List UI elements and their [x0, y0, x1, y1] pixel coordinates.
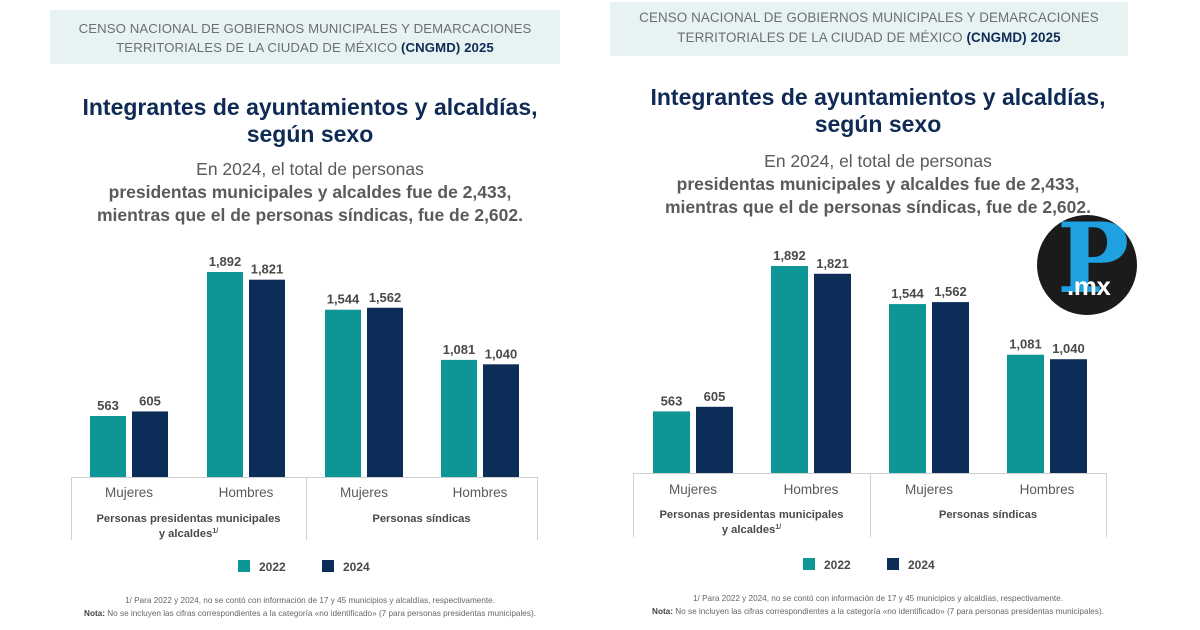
bar-chart-svg: 563 605 1,892 1,821 1,544 1,562 1,081 1,040 Muje… — [71, 254, 538, 574]
legend-swatch-2024 — [887, 558, 899, 570]
category-label: Hombres — [219, 485, 274, 500]
chart-subtitle: En 2024, el total de personas presidenta… — [598, 150, 1158, 219]
banner-census-code: (CNGMD) 2025 — [401, 40, 494, 55]
chart-title-line-2: según sexo — [246, 121, 374, 147]
infographic-panel-right: CENSO NACIONAL DE GOBIERNOS MUNICIPALES … — [590, 0, 1150, 630]
footnote-1: 1/ Para 2022 y 2024, no se contó con inf… — [124, 596, 496, 605]
publimetro-logo: P .mx — [1037, 215, 1137, 315]
logo-suffix: .mx — [1067, 271, 1111, 301]
data-label: 1,562 — [369, 290, 402, 305]
bar-chart: 563 605 1,892 1,821 1,544 1,562 1,081 1,040 Muje… — [590, 0, 1150, 630]
chart-title: Integrantes de ayuntamientos y alcaldías… — [30, 94, 590, 148]
nota-label: Nota: — [652, 607, 673, 616]
footnotes: 1/ Para 2022 y 2024, no se contó con inf… — [30, 594, 590, 620]
subtitle-line-3: mientras que el de personas síndicas, fu… — [664, 197, 1091, 217]
logo-letter: P — [1057, 215, 1130, 315]
legend-swatch-2024 — [322, 560, 334, 572]
category-label: Mujeres — [905, 482, 953, 497]
banner-line-1: CENSO NACIONAL DE GOBIERNOS MUNICIPALES … — [639, 10, 1099, 25]
bar-2024-2 — [367, 307, 403, 477]
data-label: 1,081 — [1009, 337, 1042, 352]
group-label-line-2: y alcaldes1/ — [722, 524, 781, 536]
footnotes: 1/ Para 2022 y 2024, no se contó con inf… — [598, 592, 1158, 618]
legend-swatch-2022 — [238, 560, 250, 572]
legend-swatch-2022 — [803, 558, 815, 570]
footnote-marker: 1/ — [212, 528, 218, 535]
group-label: Personas síndicas — [939, 509, 1037, 521]
bar-2022-1 — [771, 266, 808, 473]
data-label: 1,544 — [891, 286, 924, 301]
nota-label: Nota: — [84, 609, 105, 618]
bar-2022-3 — [441, 359, 477, 477]
category-label: Hombres — [453, 485, 508, 500]
bar-2022-0 — [653, 411, 690, 473]
subtitle-line-1: En 2024, el total de personas — [764, 151, 992, 171]
census-banner: CENSO NACIONAL DE GOBIERNOS MUNICIPALES … — [50, 10, 560, 64]
legend-label: 2022 — [259, 560, 286, 574]
data-label: 1,892 — [209, 254, 242, 269]
chart-title-line-2: según sexo — [814, 111, 942, 137]
bar-2024-1 — [249, 279, 285, 477]
census-banner: CENSO NACIONAL DE GOBIERNOS MUNICIPALES … — [610, 2, 1128, 56]
data-label: 1,544 — [327, 292, 360, 307]
bar-2024-3 — [483, 364, 519, 477]
data-label: 1,821 — [816, 256, 849, 271]
bar-2022-0 — [90, 415, 126, 477]
bar-chart: 563 605 1,892 1,821 1,544 1,562 1,081 1,040 Muje… — [30, 0, 590, 630]
legend-label: 2024 — [908, 558, 935, 572]
group-label: Personas presidentas municipales — [96, 513, 280, 525]
footnote-marker: 1/ — [775, 524, 781, 531]
banner-census-code: (CNGMD) 2025 — [966, 30, 1061, 45]
category-label: Hombres — [784, 482, 839, 497]
bar-2024-3 — [1050, 359, 1087, 473]
data-label: 563 — [97, 398, 119, 413]
banner-line-2-text: TERRITORIALES DE LA CIUDAD DE MÉXICO — [116, 40, 402, 55]
subtitle-line-1: En 2024, el total de personas — [196, 159, 424, 179]
chart-title-line-1: Integrantes de ayuntamientos y alcaldías… — [82, 94, 538, 120]
data-label: 1,892 — [773, 248, 806, 263]
bar-2024-1 — [814, 273, 851, 473]
banner-line-2: TERRITORIALES DE LA CIUDAD DE MÉXICO (CN… — [50, 38, 560, 57]
bar-2022-2 — [325, 309, 361, 477]
category-label: Mujeres — [669, 482, 717, 497]
data-label: 1,562 — [934, 284, 967, 299]
subtitle-line-3: mientras que el de personas síndicas, fu… — [96, 205, 523, 225]
subtitle-line-2: presidentas municipales y alcaldes fue d… — [108, 182, 512, 202]
data-label: 1,821 — [251, 262, 284, 277]
bar-2022-3 — [1007, 354, 1044, 473]
chart-title-line-1: Integrantes de ayuntamientos y alcaldías… — [650, 84, 1106, 110]
group-label: Personas síndicas — [372, 513, 470, 525]
bar-2022-1 — [207, 272, 243, 477]
bar-chart-svg: 563 605 1,892 1,821 1,544 1,562 1,081 1,040 Muje… — [633, 248, 1107, 572]
banner-line-2-text: TERRITORIALES DE LA CIUDAD DE MÉXICO — [677, 30, 967, 45]
data-label: 1,040 — [485, 346, 518, 361]
nota-text: No se incluyen las cifras correspondient… — [672, 607, 1104, 616]
data-label: 605 — [139, 393, 161, 408]
group-label-line-2: y alcaldes1/ — [159, 528, 218, 540]
chart-title: Integrantes de ayuntamientos y alcaldías… — [598, 84, 1158, 138]
legend-label: 2024 — [343, 560, 370, 574]
footnote-nota: Nota: No se incluyen las cifras correspo… — [30, 607, 590, 620]
banner-line-2: TERRITORIALES DE LA CIUDAD DE MÉXICO (CN… — [610, 28, 1128, 48]
footnote-1: 1/ Para 2022 y 2024, no se contó con inf… — [692, 594, 1064, 603]
data-label: 1,040 — [1052, 341, 1085, 356]
group-label: Personas presidentas municipales — [659, 509, 843, 521]
nota-text: No se incluyen las cifras correspondient… — [104, 609, 536, 618]
subtitle-line-2: presidentas municipales y alcaldes fue d… — [676, 174, 1080, 194]
data-label: 1,081 — [443, 342, 476, 357]
chart-subtitle: En 2024, el total de personas presidenta… — [30, 158, 590, 227]
category-label: Mujeres — [105, 485, 153, 500]
infographic-panel-left: CENSO NACIONAL DE GOBIERNOS MUNICIPALES … — [30, 0, 590, 630]
data-label: 563 — [661, 393, 683, 408]
banner-line-1: CENSO NACIONAL DE GOBIERNOS MUNICIPALES … — [78, 21, 532, 36]
legend-label: 2022 — [824, 558, 851, 572]
category-label: Hombres — [1020, 482, 1075, 497]
category-label: Mujeres — [340, 485, 388, 500]
bar-2022-2 — [889, 304, 926, 473]
bar-2024-0 — [696, 406, 733, 473]
footnote-nota: Nota: No se incluyen las cifras correspo… — [598, 605, 1158, 618]
data-label: 605 — [704, 389, 726, 404]
bar-2024-0 — [132, 411, 168, 477]
bar-2024-2 — [932, 302, 969, 473]
